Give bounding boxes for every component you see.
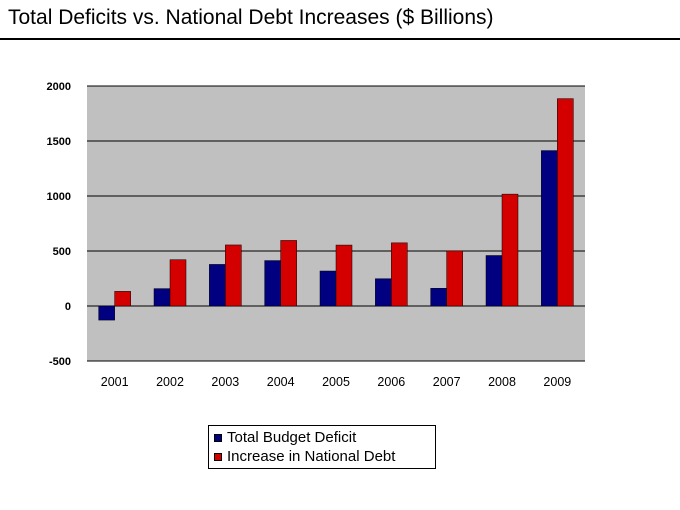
bar-deficit bbox=[485, 255, 503, 307]
bar-deficit bbox=[153, 288, 171, 307]
legend-swatch-debt bbox=[214, 452, 222, 461]
legend-label-deficit: Total Budget Deficit bbox=[227, 429, 357, 446]
legend-item-debt: Increase in National Debt bbox=[214, 447, 435, 466]
bar-debt bbox=[391, 242, 408, 307]
legend-item-deficit: Total Budget Deficit bbox=[214, 428, 435, 447]
bar-deficit bbox=[98, 305, 115, 321]
x-tick-label: 2009 bbox=[543, 375, 571, 389]
y-tick-label: 500 bbox=[53, 246, 71, 258]
y-tick-label: 1500 bbox=[47, 136, 71, 148]
chart-legend: Total Budget Deficit Increase in Nationa… bbox=[208, 425, 436, 469]
x-tick-label: 2005 bbox=[322, 375, 350, 389]
x-tick-label: 2003 bbox=[211, 375, 239, 389]
x-tick-label: 2008 bbox=[488, 375, 516, 389]
x-tick-label: 2001 bbox=[101, 375, 129, 389]
y-tick-label: 2000 bbox=[47, 81, 71, 93]
bar-deficit bbox=[319, 270, 337, 307]
bar-debt bbox=[501, 193, 519, 307]
legend-label-debt: Increase in National Debt bbox=[227, 448, 396, 465]
legend-swatch-deficit bbox=[214, 433, 222, 442]
bar-debt bbox=[280, 240, 297, 307]
bar-debt bbox=[225, 244, 242, 307]
y-tick-label: 1000 bbox=[47, 191, 71, 203]
x-tick-label: 2002 bbox=[156, 375, 184, 389]
bar-debt bbox=[446, 250, 463, 307]
slide-title: Total Deficits vs. National Debt Increas… bbox=[8, 6, 494, 29]
bar-deficit bbox=[541, 150, 558, 307]
bar-debt bbox=[557, 98, 574, 307]
bar-deficit bbox=[375, 278, 392, 307]
y-tick-label: -500 bbox=[49, 356, 71, 368]
bar-debt bbox=[114, 291, 131, 307]
x-tick-label: 2004 bbox=[267, 375, 295, 389]
bar-deficit bbox=[264, 260, 281, 307]
bar-debt bbox=[335, 244, 353, 307]
y-tick-label: 0 bbox=[65, 301, 71, 313]
bar-deficit bbox=[209, 264, 226, 307]
x-tick-label: 2006 bbox=[377, 375, 405, 389]
bar-debt bbox=[169, 259, 187, 307]
x-tick-label: 2007 bbox=[433, 375, 461, 389]
title-divider bbox=[0, 38, 680, 40]
bar-deficit bbox=[430, 288, 447, 307]
